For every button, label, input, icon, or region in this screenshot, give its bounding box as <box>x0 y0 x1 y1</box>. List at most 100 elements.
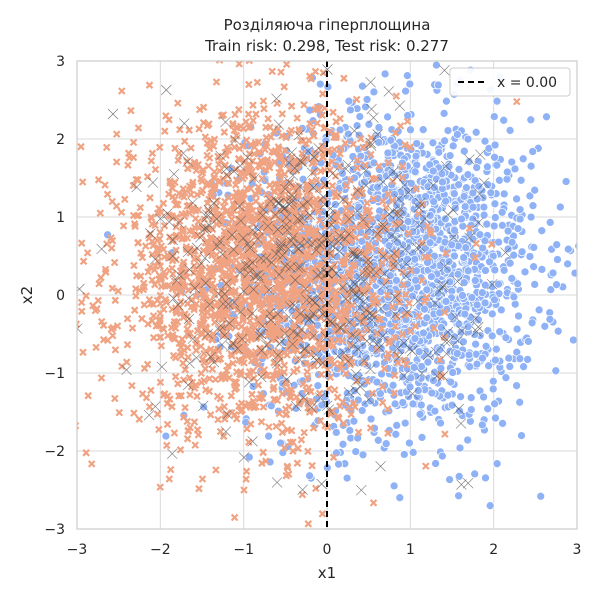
point-x <box>244 372 252 380</box>
point-x <box>382 203 390 212</box>
point-x <box>384 158 393 167</box>
point-x-thin <box>316 237 328 249</box>
point-x <box>392 351 400 359</box>
point-circle <box>545 218 555 227</box>
point-circle <box>381 439 391 449</box>
point-circle <box>417 433 427 442</box>
point-x-thin <box>383 86 395 97</box>
point-x-thin <box>414 197 426 209</box>
point-x <box>194 206 203 214</box>
point-circle <box>343 129 353 139</box>
point-x <box>168 264 176 273</box>
point-x-thin <box>350 368 362 380</box>
point-x-thin <box>174 269 185 281</box>
point-x <box>252 354 260 362</box>
point-x <box>193 254 202 262</box>
point-x <box>405 299 413 307</box>
point-x <box>239 226 247 234</box>
point-x <box>155 143 164 152</box>
point-x <box>242 467 251 476</box>
point-x <box>179 261 188 270</box>
point-x <box>108 284 117 293</box>
point-circle <box>430 406 440 416</box>
point-x-thin <box>213 288 224 299</box>
point-x-thin <box>271 248 282 260</box>
point-x <box>392 312 401 321</box>
point-x-thin <box>439 65 450 76</box>
point-x-thin <box>242 152 253 163</box>
y-axis-label: x2 <box>18 286 36 304</box>
point-x-thin <box>478 177 490 189</box>
point-x <box>95 279 103 288</box>
point-x <box>307 344 315 353</box>
point-circle <box>443 265 452 275</box>
point-x <box>155 271 164 280</box>
point-circle <box>444 257 454 266</box>
point-x <box>184 245 192 254</box>
point-x <box>280 361 289 370</box>
point-circle <box>536 491 546 501</box>
point-circle <box>440 136 449 146</box>
point-circle <box>419 328 428 338</box>
point-x <box>115 408 124 417</box>
point-x <box>351 261 359 269</box>
point-x <box>249 265 258 274</box>
point-x-thin <box>413 202 425 213</box>
point-x <box>383 354 391 362</box>
point-x <box>275 168 283 177</box>
point-x-thin <box>201 211 213 223</box>
point-x <box>175 392 183 400</box>
point-x <box>318 90 327 98</box>
point-circle <box>460 202 470 211</box>
point-x-thin <box>310 349 322 361</box>
point-x <box>319 69 328 77</box>
point-x-thin <box>271 358 283 369</box>
point-x-thin <box>254 331 266 342</box>
point-x <box>273 298 281 306</box>
point-x <box>153 296 162 305</box>
point-x <box>332 117 340 126</box>
point-x <box>255 148 263 156</box>
point-x <box>259 262 267 271</box>
point-x-thin <box>275 241 287 252</box>
point-x <box>222 231 231 240</box>
point-x <box>265 423 273 431</box>
point-x <box>364 243 373 252</box>
point-x-thin <box>340 163 352 175</box>
point-x <box>191 441 199 449</box>
point-x <box>259 448 267 457</box>
point-circle <box>372 377 382 387</box>
point-circle <box>380 69 390 79</box>
point-circle <box>313 320 322 330</box>
point-x <box>260 366 269 374</box>
point-circle <box>481 341 491 351</box>
point-circle <box>362 95 372 104</box>
point-x <box>243 348 252 357</box>
point-circle <box>526 161 536 171</box>
point-x <box>346 237 354 246</box>
point-x <box>129 138 138 147</box>
point-x <box>161 295 170 304</box>
point-x <box>180 137 189 146</box>
point-x-thin <box>399 244 411 255</box>
point-x <box>77 239 86 247</box>
point-x-thin <box>228 165 240 177</box>
point-x-thin <box>304 209 316 221</box>
point-x <box>169 270 177 278</box>
point-x-thin <box>321 312 332 324</box>
point-x <box>277 68 285 76</box>
point-circle <box>495 327 505 337</box>
point-x-thin <box>167 234 178 246</box>
point-x-thin <box>274 197 285 209</box>
point-x-thin <box>441 348 452 360</box>
point-x-thin <box>200 277 211 289</box>
point-x <box>102 268 110 276</box>
point-x <box>345 273 354 281</box>
point-x <box>125 153 134 162</box>
point-x <box>192 381 200 389</box>
point-x <box>415 312 423 320</box>
point-x-thin <box>204 299 215 310</box>
point-circle <box>455 406 464 416</box>
point-circle <box>495 175 504 185</box>
point-x <box>231 385 239 394</box>
